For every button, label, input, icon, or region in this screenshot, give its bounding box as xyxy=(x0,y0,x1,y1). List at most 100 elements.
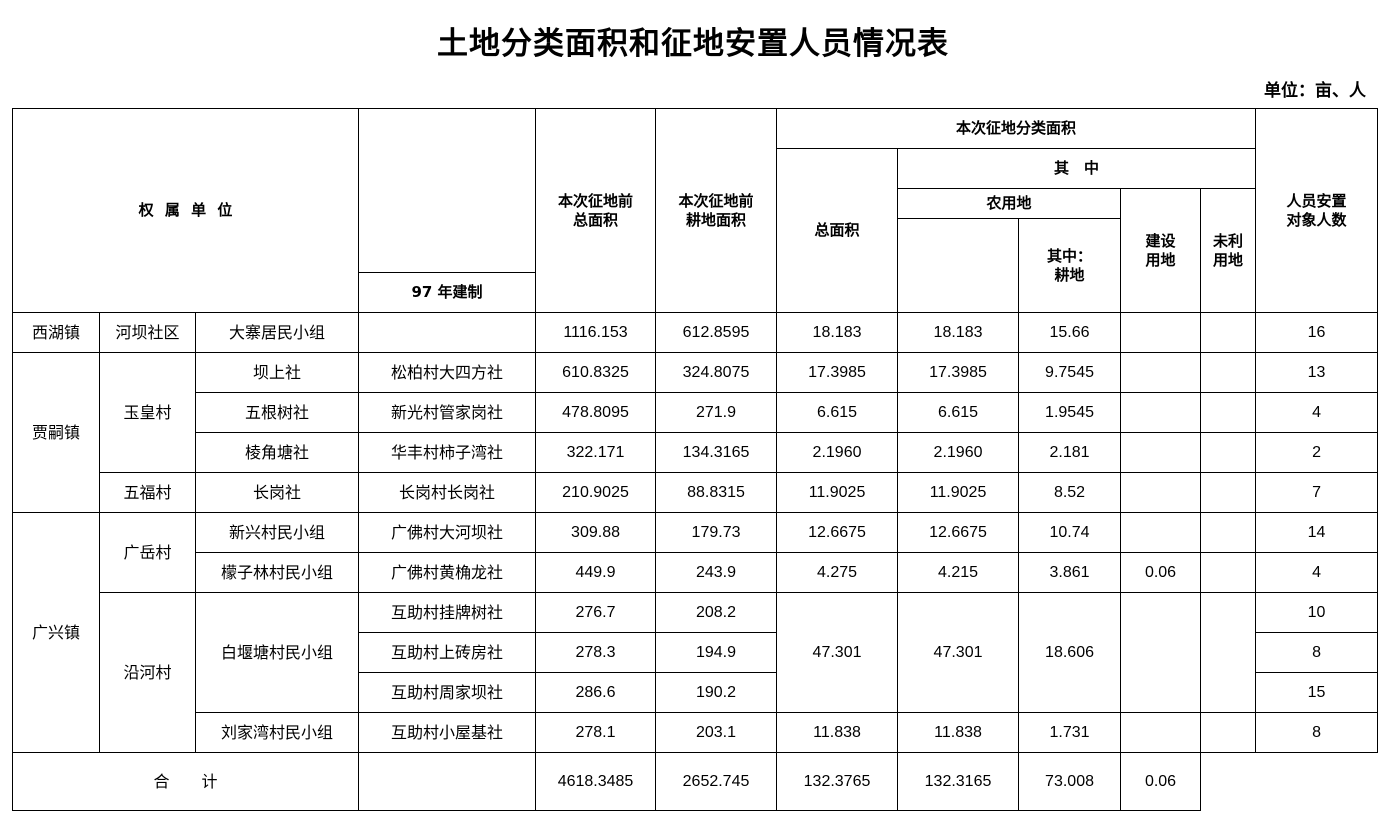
total-before-cell: 478.8095 xyxy=(535,392,657,433)
construction-header: 建设 用地 xyxy=(1120,188,1202,313)
construction-cell xyxy=(1120,512,1202,553)
totals-cultivated-before: 2652.745 xyxy=(655,752,778,811)
agricultural-cell: 4.215 xyxy=(897,552,1020,593)
totals-old-unit-cell xyxy=(358,752,537,811)
village-cell: 五福村 xyxy=(99,472,196,513)
total-area-cell: 47.301 xyxy=(776,592,899,713)
cultivated-before-cell: 203.1 xyxy=(655,712,778,753)
unused-cell xyxy=(1200,392,1257,433)
resettle-label-2: 对象人数 xyxy=(1286,210,1347,229)
totals-total-before: 4618.3485 xyxy=(535,752,657,811)
ownership-header-top-right xyxy=(358,108,537,149)
total-area-cell: 11.9025 xyxy=(776,472,899,513)
group-cell: 新兴村民小组 xyxy=(194,512,360,553)
construction-cell xyxy=(1120,472,1202,513)
unused-cell xyxy=(1200,312,1257,353)
totals-empty xyxy=(1200,752,1378,811)
people-cell: 4 xyxy=(1255,552,1379,593)
unused-cell xyxy=(1200,512,1257,553)
unused-cell xyxy=(1200,472,1257,513)
unit-label: 单位：亩、人 xyxy=(1264,81,1366,101)
cultivated-before-cell: 134.3165 xyxy=(655,432,778,473)
old-unit-cell: 新光村管家岗社 xyxy=(358,392,537,433)
total-area-cell: 17.3985 xyxy=(776,352,899,393)
unused-header: 未利 用地 xyxy=(1200,188,1257,313)
group-cell: 棱角塘社 xyxy=(194,432,360,473)
people-cell: 16 xyxy=(1255,312,1379,353)
town-cell: 广兴镇 xyxy=(12,512,100,753)
total-area-header: 总面积 xyxy=(776,148,899,313)
among-header: 其 中 xyxy=(897,148,1257,189)
total-area-cell: 2.1960 xyxy=(776,432,899,473)
group-cell: 大寨居民小组 xyxy=(194,312,360,353)
agricultural-cell: 17.3985 xyxy=(897,352,1020,393)
cultivated-before-cell: 190.2 xyxy=(655,672,778,713)
old-unit-cell xyxy=(358,312,537,353)
agricultural-header: 农用地 xyxy=(897,188,1122,219)
arable-cell: 15.66 xyxy=(1018,312,1122,353)
total-before-label-1: 本次征地前 xyxy=(558,191,634,210)
arable-cell: 2.181 xyxy=(1018,432,1122,473)
unused-cell xyxy=(1200,592,1257,713)
arable-cell: 1.731 xyxy=(1018,712,1122,753)
cultivated-before-label-1: 本次征地前 xyxy=(678,191,754,210)
construction-cell xyxy=(1120,392,1202,433)
arable-cell: 10.74 xyxy=(1018,512,1122,553)
ownership-header-top xyxy=(11,108,360,149)
construction-cell xyxy=(1120,352,1202,393)
arable-label-2: 耕地 xyxy=(1054,265,1085,284)
agricultural-cell: 11.838 xyxy=(897,712,1020,753)
cultivated-before-cell: 208.2 xyxy=(655,592,778,633)
old-unit-cell: 广佛村黄桷龙社 xyxy=(358,552,537,593)
people-cell: 15 xyxy=(1255,672,1379,713)
total-before-cell: 286.6 xyxy=(535,672,657,713)
group-cell: 檬子林村民小组 xyxy=(194,552,360,593)
unused-label-2: 用地 xyxy=(1213,250,1244,269)
agricultural-cell: 2.1960 xyxy=(897,432,1020,473)
agricultural-cell: 11.9025 xyxy=(897,472,1020,513)
land-table: 本次征地前 总面积 本次征地前 耕地面积 本次征地分类面积 人员安置 对象人数 … xyxy=(11,108,1379,811)
town-cell: 西湖镇 xyxy=(12,312,100,353)
old-unit-cell: 互助村周家坝社 xyxy=(358,672,537,713)
agricultural-sub-blank xyxy=(897,218,1020,313)
total-before-cell: 278.1 xyxy=(535,712,657,753)
village-cell: 广岳村 xyxy=(99,512,196,593)
totals-agricultural: 132.3165 xyxy=(897,752,1020,811)
agricultural-cell: 18.183 xyxy=(897,312,1020,353)
group-cell: 白堰塘村民小组 xyxy=(194,592,360,713)
village-cell: 河坝社区 xyxy=(99,312,196,353)
system97-header: 97 年建制 xyxy=(358,272,537,313)
arable-cell: 9.7545 xyxy=(1018,352,1122,393)
resettle-label-1: 人员安置 xyxy=(1286,191,1347,210)
total-before-label-2: 总面积 xyxy=(573,210,619,229)
arable-cell: 18.606 xyxy=(1018,592,1122,713)
unused-cell xyxy=(1200,352,1257,393)
total-area-cell: 18.183 xyxy=(776,312,899,353)
old-unit-cell: 互助村小屋基社 xyxy=(358,712,537,753)
total-before-cell: 278.3 xyxy=(535,632,657,673)
arable-label-1: 其中： xyxy=(1047,246,1093,265)
people-cell: 13 xyxy=(1255,352,1379,393)
cultivated-before-cell: 324.8075 xyxy=(655,352,778,393)
arable-header: 其中： 耕地 xyxy=(1018,218,1122,313)
total-before-cell: 1116.153 xyxy=(535,312,657,353)
old-unit-cell: 华丰村柿子湾社 xyxy=(358,432,537,473)
cultivated-before-cell: 194.9 xyxy=(655,632,778,673)
construction-cell xyxy=(1120,592,1202,713)
resettle-header: 人员安置 对象人数 xyxy=(1255,108,1379,313)
people-cell: 10 xyxy=(1255,592,1379,633)
cultivated-before-cell: 612.8595 xyxy=(655,312,778,353)
total-area-cell: 4.275 xyxy=(776,552,899,593)
people-cell: 4 xyxy=(1255,392,1379,433)
total-before-cell: 449.9 xyxy=(535,552,657,593)
people-cell: 2 xyxy=(1255,432,1379,473)
total-before-cell: 276.7 xyxy=(535,592,657,633)
village-cell: 沿河村 xyxy=(99,592,196,753)
agricultural-cell: 12.6675 xyxy=(897,512,1020,553)
group-cell: 刘家湾村民小组 xyxy=(194,712,360,753)
total-before-header: 本次征地前 总面积 xyxy=(535,108,657,313)
old-unit-cell: 松柏村大四方社 xyxy=(358,352,537,393)
total-area-cell: 11.838 xyxy=(776,712,899,753)
classification-header: 本次征地分类面积 xyxy=(776,108,1257,149)
construction-cell xyxy=(1120,432,1202,473)
